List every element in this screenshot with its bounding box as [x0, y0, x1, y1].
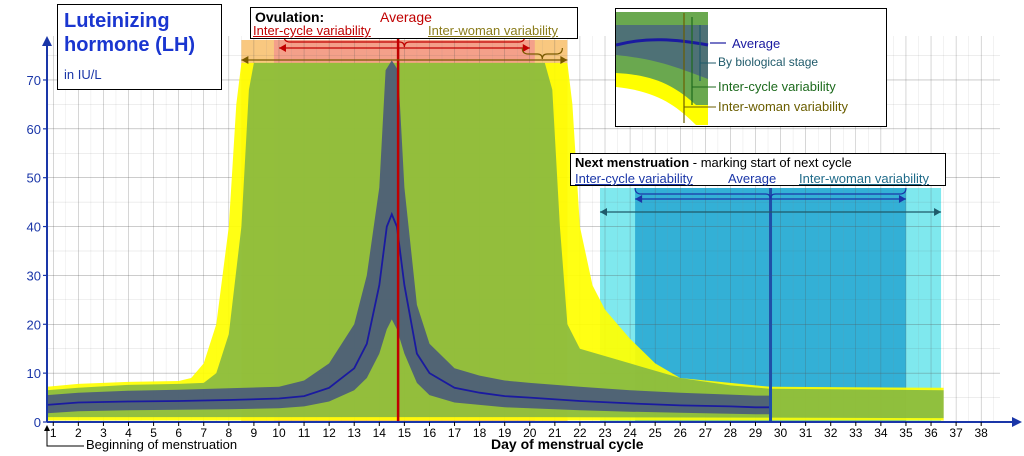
axes — [42, 36, 1022, 427]
y-tick-label: 0 — [34, 415, 41, 430]
ovulation-average-label: Average — [380, 9, 432, 25]
next-menstruation-average-label: Average — [728, 171, 777, 186]
x-tick-label: 16 — [423, 426, 437, 440]
legend-inter-woman: Inter-woman variability — [718, 99, 849, 114]
x-tick-label: 31 — [799, 426, 813, 440]
x-tick-label: 12 — [322, 426, 336, 440]
ovulation-inter-cycle-arrow-head-left — [278, 44, 286, 52]
x-tick-label: 1 — [50, 426, 57, 440]
x-tick-label: 33 — [849, 426, 863, 440]
ovulation-inter-woman-arrow-head-right — [560, 56, 568, 64]
title-box: Luteinizing hormone (LH) in IU/L — [57, 4, 222, 90]
x-tick-label: 14 — [373, 426, 387, 440]
units-label: in IU/L — [64, 67, 102, 82]
x-axis-label: Day of menstrual cycle — [491, 436, 644, 452]
x-tick-label: 2 — [75, 426, 82, 440]
x-tick-label: 4 — [125, 426, 132, 440]
x-tick-label: 11 — [298, 426, 311, 440]
next-menstruation-label-rest: - marking start of next cycle — [689, 155, 852, 170]
x-tick-label: 34 — [874, 426, 888, 440]
legend-average: Average — [732, 36, 781, 51]
x-tick-label: 23 — [598, 426, 612, 440]
x-tick-label: 17 — [448, 426, 462, 440]
legend-sketch — [616, 12, 726, 125]
next-menstruation-box: Next menstruation - marking start of nex… — [570, 153, 946, 186]
ovulation-inter-woman-brace — [521, 47, 563, 60]
x-axis-arrowhead — [1012, 417, 1022, 427]
y-tick-label: 20 — [27, 317, 41, 332]
x-tick-label: 6 — [175, 426, 182, 440]
y-axis-arrowhead — [42, 36, 52, 46]
chart-title: Luteinizing hormone (LH) — [64, 10, 196, 56]
y-tick-label: 60 — [27, 122, 41, 137]
x-tick-label: 3 — [100, 426, 107, 440]
x-tick-label: 20 — [523, 426, 537, 440]
inter-cycle-area — [47, 62, 944, 419]
ovulation-inter-cycle-arrow-head-right — [522, 44, 530, 52]
y-tick-label: 50 — [27, 171, 41, 186]
x-tick-label: 36 — [924, 426, 938, 440]
x-tick-label: 9 — [251, 426, 258, 440]
biological-stage-area — [47, 60, 771, 415]
menstruation-inter-woman-arrow-head-right — [934, 208, 942, 216]
x-tick-label: 15 — [398, 426, 412, 440]
x-tick-label: 38 — [975, 426, 989, 440]
y-tick-label: 40 — [27, 220, 41, 235]
data-series — [46, 60, 944, 421]
ovulation-box: Ovulation: Average Inter-cycle variabili… — [250, 7, 578, 39]
y-tick-label: 70 — [27, 73, 41, 88]
beginning-pointer — [46, 428, 84, 447]
x-tick-label: 7 — [200, 426, 207, 440]
x-tick-label: 25 — [648, 426, 662, 440]
x-tick-label: 19 — [498, 426, 512, 440]
next-menstruation-inter-woman-label: Inter-woman variability — [799, 171, 930, 186]
x-tick-label: 37 — [949, 426, 963, 440]
legend-box: Average By biological stage Inter-cycle … — [615, 8, 887, 127]
legend-biological-stage: By biological stage — [718, 55, 819, 69]
ovulation-label: Ovulation: — [255, 9, 325, 25]
ovulation-inter-woman-arrow-head-left — [241, 56, 249, 64]
x-tick-label: 28 — [724, 426, 738, 440]
next-menstruation-title: Next menstruation - marking start of nex… — [575, 155, 852, 170]
x-tick-label: 24 — [623, 426, 637, 440]
x-tick-label: 29 — [749, 426, 763, 440]
x-tick-label: 13 — [348, 426, 362, 440]
beginning-pointer-head — [44, 425, 50, 431]
x-tick-label: 8 — [225, 426, 232, 440]
legend-inter-cycle: Inter-cycle variability — [718, 79, 836, 94]
menstruation-inter-woman-arrow-head-left — [599, 208, 607, 216]
x-tick-label: 27 — [699, 426, 713, 440]
x-tick-label: 10 — [272, 426, 286, 440]
ovulation-inter-cycle-brace — [283, 35, 526, 48]
x-tick-label: 30 — [774, 426, 788, 440]
ovulation-inter-cycle-label: Inter-cycle variability — [253, 23, 371, 38]
next-menstruation-label: Next menstruation — [575, 155, 690, 170]
y-tick-label: 30 — [27, 268, 41, 283]
next-menstruation-inter-cycle-label: Inter-cycle variability — [575, 171, 693, 186]
x-tick-label: 5 — [150, 426, 157, 440]
x-tick-label: 22 — [573, 426, 587, 440]
x-tick-label: 26 — [674, 426, 688, 440]
x-tick-label: 21 — [548, 426, 562, 440]
event-markers — [44, 24, 942, 447]
beginning-annotation: Beginning of menstruation — [86, 437, 238, 452]
ovulation-inter-woman-label: Inter-woman variability — [428, 23, 559, 38]
y-tick-label: 10 — [27, 366, 41, 381]
x-tick-label: 18 — [473, 426, 487, 440]
menstruation-inter-cycle-arrow-head-left — [635, 195, 643, 203]
x-tick-label: 32 — [824, 426, 838, 440]
x-tick-label: 35 — [899, 426, 913, 440]
menstruation-inter-cycle-arrow-head-right — [898, 195, 906, 203]
